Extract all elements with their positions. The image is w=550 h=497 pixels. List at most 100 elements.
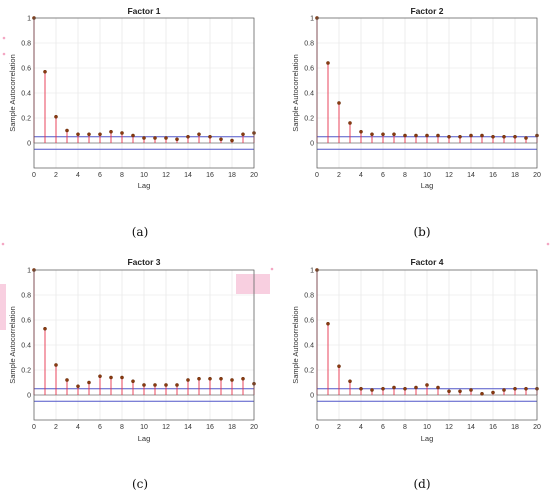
x-tick-label: 0: [315, 172, 319, 179]
x-tick-label: 8: [120, 424, 124, 431]
acf-point: [436, 385, 440, 390]
panel-title: Factor 2: [410, 6, 443, 16]
acf-point: [197, 376, 201, 381]
acf-point: [98, 374, 102, 379]
y-tick-label: 0.2: [304, 116, 314, 123]
acf-point: [403, 386, 407, 391]
x-tick-label: 12: [445, 424, 453, 431]
acf-point: [491, 134, 495, 139]
acf-point: [219, 137, 223, 142]
x-tick-label: 4: [359, 172, 363, 179]
x-tick-label: 8: [403, 172, 407, 179]
acf-point: [219, 376, 223, 381]
y-tick-label: 0.6: [304, 318, 314, 325]
acf-point: [241, 376, 245, 381]
panel-factor-1: Factor 1 0 2 4 6 8 10 12 14 16 18 20 0 0.2 0.4 0.6 0.8 1…: [8, 6, 258, 239]
x-tick-label: 16: [489, 424, 497, 431]
panel-caption: (a): [132, 225, 149, 239]
x-tick-label: 6: [381, 424, 385, 431]
acf-point: [458, 134, 462, 139]
x-tick-label: 6: [381, 172, 385, 179]
panel-title: Factor 4: [410, 257, 443, 267]
acf-point: [131, 379, 135, 384]
y-tick-label: 0.4: [304, 91, 314, 98]
y-tick-label: 1: [310, 268, 314, 275]
artifact-dot: [1, 242, 5, 246]
x-tick-label: 4: [359, 424, 363, 431]
acf-point: [65, 128, 69, 133]
acf-point: [392, 385, 396, 390]
x-tick-label: 8: [403, 424, 407, 431]
y-tick-label: 0.2: [304, 368, 314, 375]
x-axis-label: Lag: [421, 434, 434, 443]
x-axis-label: Lag: [138, 181, 151, 190]
acf-point: [120, 131, 124, 135]
acf-point: [175, 383, 179, 387]
panel-title: Factor 1: [127, 6, 160, 16]
artifact-bar: [236, 274, 270, 294]
acf-point: [425, 133, 429, 138]
acf-point: [230, 138, 234, 143]
panel-caption: (b): [413, 225, 430, 239]
acf-point: [348, 121, 352, 125]
acf-point: [337, 364, 341, 369]
acf-point: [359, 129, 363, 134]
acf-point: [447, 389, 451, 394]
acf-point: [131, 133, 135, 138]
acf-point: [186, 134, 190, 139]
acf-point: [458, 389, 462, 394]
x-tick-label: 18: [511, 424, 519, 431]
x-tick-label: 12: [162, 172, 170, 179]
acf-point: [326, 321, 330, 326]
acf-point: [370, 388, 374, 392]
acf-point: [425, 383, 429, 387]
acf-point: [480, 391, 484, 396]
acf-point: [502, 388, 506, 392]
panel-factor-4: Factor 4 0 2 4 6 8 10 12 14 16 18 20 0 0.2 0.4 0.6 0.8 1…: [291, 257, 541, 491]
y-tick-label: 0.6: [21, 66, 31, 73]
x-tick-label: 10: [140, 172, 148, 179]
y-tick-label: 0.4: [21, 343, 31, 350]
background-artifacts: [0, 36, 550, 330]
x-tick-label: 12: [445, 172, 453, 179]
x-tick-label: 14: [467, 172, 475, 179]
acf-point: [513, 386, 517, 391]
acf-point: [348, 379, 352, 384]
y-tick-label: 0: [310, 393, 314, 400]
x-tick-label: 14: [184, 172, 192, 179]
acf-point: [241, 132, 245, 137]
acf-point: [87, 380, 91, 385]
y-tick-label: 1: [27, 268, 31, 275]
plot-frame: [316, 17, 538, 169]
acf-point: [87, 132, 91, 137]
acf-point: [197, 132, 201, 137]
x-tick-label: 2: [337, 172, 341, 179]
y-tick-label: 0.8: [304, 41, 314, 48]
y-tick-label: 0.6: [304, 66, 314, 73]
x-tick-label: 20: [250, 172, 258, 179]
x-axis-label: Lag: [138, 434, 151, 443]
x-tick-label: 18: [511, 172, 519, 179]
x-tick-label: 8: [120, 172, 124, 179]
y-axis-label: Sample Autocorrelation: [8, 54, 17, 132]
x-tick-label: 10: [423, 172, 431, 179]
y-tick-label: 1: [27, 16, 31, 23]
acf-point: [186, 378, 190, 382]
acf-point: [414, 133, 418, 138]
acf-point: [142, 136, 146, 140]
acf-point: [326, 61, 330, 65]
acf-point: [414, 385, 418, 390]
plot-frame: [33, 269, 255, 421]
y-tick-label: 0: [310, 141, 314, 148]
acf-point: [469, 133, 473, 138]
panel-factor-2: Factor 2 0 2 4 6 8 10 12 14 16 18 20 0 0.2 0.4 0.6 0.8 1…: [291, 6, 541, 239]
acf-point: [381, 132, 385, 137]
panel-caption: (c): [132, 477, 148, 491]
x-tick-label: 14: [467, 424, 475, 431]
artifact-dot: [546, 242, 550, 246]
acf-point: [120, 375, 124, 380]
x-tick-label: 20: [533, 172, 541, 179]
artifact-dot: [2, 52, 6, 56]
x-tick-label: 6: [98, 424, 102, 431]
